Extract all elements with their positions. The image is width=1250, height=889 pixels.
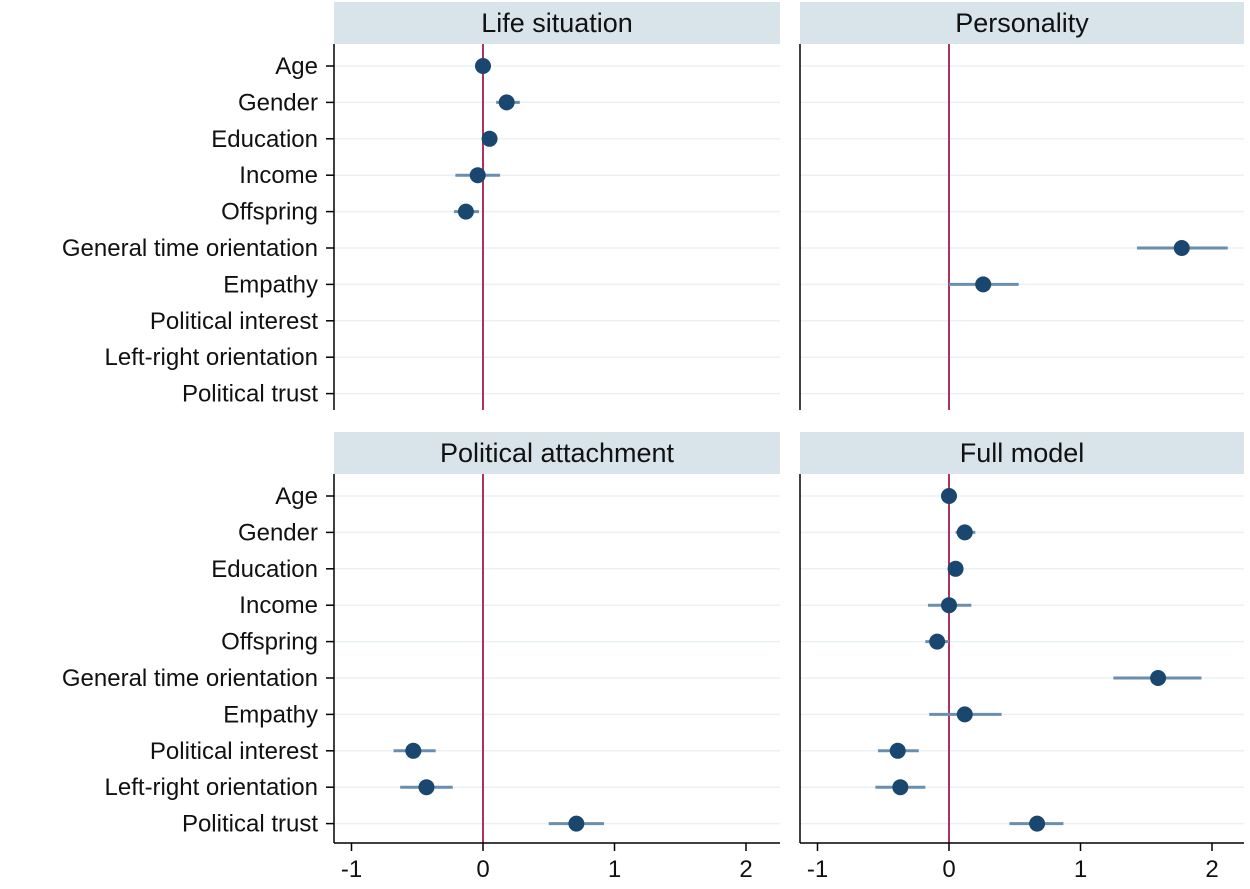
point-life-situation-gender	[498, 94, 515, 111]
point-full-model-general-time-orientation	[1150, 670, 1167, 686]
y-label-political-attachment-political-interest: Political interest	[150, 738, 318, 765]
x-tick-label-political-attachment-1: 0	[476, 856, 489, 883]
point-full-model-gender	[956, 524, 973, 541]
point-full-model-empathy	[956, 706, 973, 723]
y-label-life-situation-political-interest: Political interest	[150, 308, 318, 335]
point-life-situation-offspring	[457, 203, 474, 220]
y-label-life-situation-left-right-orientation: Left-right orientation	[105, 344, 318, 371]
panel-strip-life-situation	[334, 2, 780, 44]
point-full-model-offspring	[929, 633, 946, 650]
point-full-model-age	[941, 488, 957, 504]
panel-strip-political-attachment	[334, 432, 780, 474]
point-full-model-income	[941, 597, 957, 614]
x-tick-label-full-model-2: 1	[1074, 856, 1087, 883]
y-label-political-attachment-education: Education	[211, 556, 318, 583]
panel-title-life-situation: Life situation	[481, 8, 633, 38]
point-life-situation-age	[475, 58, 491, 74]
y-label-political-attachment-offspring: Offspring	[221, 629, 318, 656]
point-political-attachment-left-right-orientation	[418, 779, 435, 796]
x-tick-label-political-attachment-0: -1	[341, 856, 362, 883]
point-political-attachment-political-trust	[568, 815, 585, 832]
point-personality-general-time-orientation	[1173, 240, 1190, 256]
y-label-life-situation-offspring: Offspring	[221, 199, 318, 226]
x-tick-label-full-model-1: 0	[942, 856, 955, 883]
y-label-life-situation-education: Education	[211, 126, 318, 153]
y-label-life-situation-empathy: Empathy	[223, 271, 318, 298]
y-label-political-attachment-left-right-orientation: Left-right orientation	[105, 774, 318, 801]
point-full-model-left-right-orientation	[892, 779, 909, 796]
y-label-political-attachment-general-time-orientation: General time orientation	[62, 665, 318, 692]
panel-strip-personality	[800, 2, 1244, 44]
y-label-political-attachment-empathy: Empathy	[223, 701, 318, 728]
point-life-situation-income	[469, 167, 486, 184]
panel-title-full-model: Full model	[960, 438, 1085, 468]
y-label-political-attachment-political-trust: Political trust	[182, 811, 318, 838]
y-label-life-situation-income: Income	[239, 162, 318, 189]
point-life-situation-education	[481, 130, 498, 147]
point-full-model-education	[947, 560, 964, 577]
y-label-life-situation-age: Age	[275, 53, 318, 80]
x-tick-label-full-model-3: 2	[1205, 856, 1218, 883]
panel-title-political-attachment: Political attachment	[440, 438, 675, 468]
panel-title-personality: Personality	[955, 8, 1089, 38]
y-label-life-situation-political-trust: Political trust	[182, 381, 318, 408]
y-label-political-attachment-gender: Gender	[238, 519, 318, 546]
y-label-political-attachment-income: Income	[239, 592, 318, 619]
y-label-life-situation-gender: Gender	[238, 89, 318, 116]
x-tick-label-political-attachment-2: 1	[608, 856, 621, 883]
panel-strip-full-model	[800, 432, 1244, 474]
point-personality-empathy	[975, 276, 992, 293]
point-political-attachment-political-interest	[405, 742, 422, 759]
x-tick-label-political-attachment-3: 2	[739, 856, 752, 883]
y-label-political-attachment-age: Age	[275, 483, 318, 510]
y-label-life-situation-general-time-orientation: General time orientation	[62, 235, 318, 262]
point-full-model-political-interest	[889, 742, 906, 759]
point-full-model-political-trust	[1029, 815, 1046, 832]
x-tick-label-full-model-0: -1	[807, 856, 828, 883]
